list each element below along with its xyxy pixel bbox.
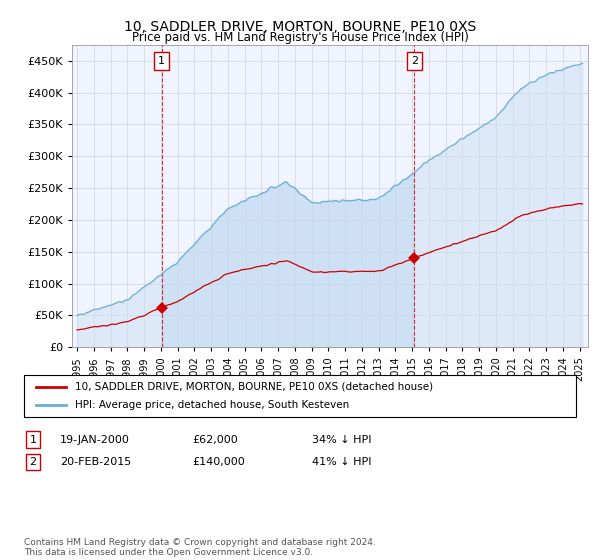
Text: 20-FEB-2015: 20-FEB-2015 [60, 457, 131, 467]
Text: 19-JAN-2000: 19-JAN-2000 [60, 435, 130, 445]
Text: 1: 1 [158, 55, 165, 66]
Text: 41% ↓ HPI: 41% ↓ HPI [312, 457, 371, 467]
Text: Contains HM Land Registry data © Crown copyright and database right 2024.
This d: Contains HM Land Registry data © Crown c… [24, 538, 376, 557]
Text: 1: 1 [29, 435, 37, 445]
Text: £140,000: £140,000 [192, 457, 245, 467]
Text: 2: 2 [29, 457, 37, 467]
Text: 10, SADDLER DRIVE, MORTON, BOURNE, PE10 0XS (detached house): 10, SADDLER DRIVE, MORTON, BOURNE, PE10 … [75, 382, 433, 392]
Text: Price paid vs. HM Land Registry's House Price Index (HPI): Price paid vs. HM Land Registry's House … [131, 31, 469, 44]
Text: HPI: Average price, detached house, South Kesteven: HPI: Average price, detached house, Sout… [75, 400, 349, 410]
Text: £62,000: £62,000 [192, 435, 238, 445]
Text: 2: 2 [411, 55, 418, 66]
Text: 34% ↓ HPI: 34% ↓ HPI [312, 435, 371, 445]
Text: 10, SADDLER DRIVE, MORTON, BOURNE, PE10 0XS: 10, SADDLER DRIVE, MORTON, BOURNE, PE10 … [124, 20, 476, 34]
